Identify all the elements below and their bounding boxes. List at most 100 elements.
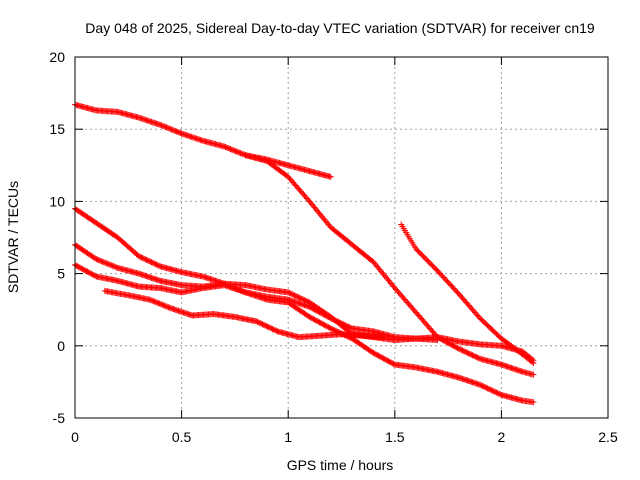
series-track-3 [398,221,537,367]
x-axis-label: GPS time / hours [287,457,394,473]
data-point [83,268,90,275]
data-point [487,386,494,393]
data-point [492,388,499,395]
data-series [72,101,537,406]
data-point [164,124,171,131]
data-point [401,296,408,303]
data-point [108,262,115,269]
data-point [149,259,156,266]
data-point [241,151,248,158]
plot-frame [74,56,609,419]
data-point [484,385,491,392]
data-point [384,357,391,364]
data-point [302,194,309,201]
x-tick-label: 1.5 [385,429,405,445]
data-point [163,124,170,131]
data-point [454,345,461,352]
data-point [293,293,300,300]
data-point [324,323,331,330]
data-point [258,320,265,327]
data-point [143,256,150,263]
y-tick-label: 0 [57,338,65,354]
data-point [230,147,237,154]
data-point [292,182,299,189]
data-point [298,295,305,302]
data-point [254,318,261,325]
data-point [458,346,465,353]
data-point [301,297,308,304]
data-point [485,385,492,392]
data-point [161,302,168,309]
data-point [434,267,441,274]
data-point [113,264,120,271]
data-point [444,278,451,285]
data-point [472,353,479,360]
data-point [424,322,431,329]
data-point [490,388,497,395]
data-point [426,325,433,332]
data-point [159,301,166,308]
data-point [469,352,476,359]
data-point [75,263,82,270]
data-point [403,298,410,305]
data-point [223,144,230,151]
data-point [385,358,392,365]
data-point [399,293,406,300]
data-point [404,299,411,306]
x-tick-label: 0.5 [172,429,192,445]
data-point [160,302,167,309]
data-point [295,185,302,192]
data-point [154,299,161,306]
data-point [311,316,318,323]
data-point [416,313,423,320]
data-point [148,259,155,266]
data-point [329,326,336,333]
data-point [423,256,430,263]
data-point [494,390,501,397]
data-point [465,302,472,309]
data-point [146,296,153,303]
data-point [453,344,460,351]
data-point [431,265,438,272]
data-point [110,263,117,270]
data-point [267,324,274,331]
data-point [473,354,480,361]
data-point [172,127,179,134]
data-point [263,323,270,330]
series-track-2 [242,152,537,378]
data-point [171,127,178,134]
y-tick-label: 15 [49,121,65,137]
data-point [424,257,431,264]
data-point [463,349,470,356]
data-point [153,261,160,268]
data-point [428,326,435,333]
data-point [149,297,156,304]
data-point [225,145,232,152]
data-point [451,286,458,293]
data-point [265,324,272,331]
data-point [421,319,428,326]
data-point [105,261,112,268]
data-point [151,298,158,305]
data-point [460,348,467,355]
data-point [138,254,145,261]
data-point [177,130,184,137]
data-point [332,327,339,334]
data-point [157,301,164,308]
data-point [285,289,292,296]
data-point [287,176,294,183]
data-point [426,260,433,267]
data-point [372,351,379,358]
data-point [98,258,105,265]
data-point [453,288,460,295]
data-point [391,285,398,292]
data-point [462,298,469,305]
data-point [140,255,147,262]
data-point [529,356,536,363]
data-point [151,260,158,267]
data-point [319,320,326,327]
data-point [142,256,149,263]
data-point [297,188,304,195]
data-point [429,262,436,269]
